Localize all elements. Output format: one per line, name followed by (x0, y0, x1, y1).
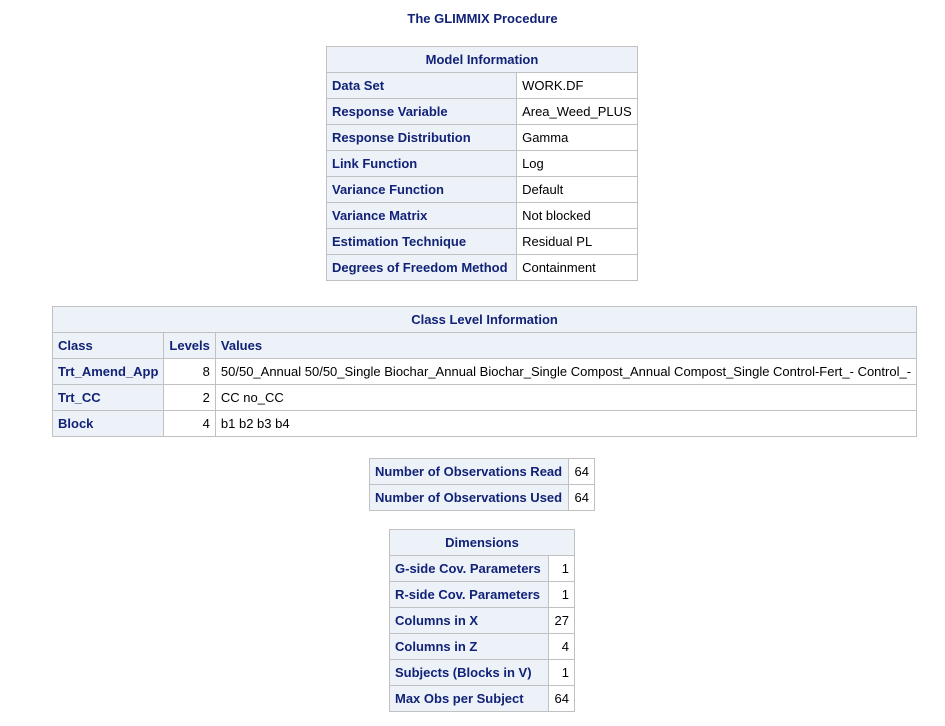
class-values: CC no_CC (214, 384, 918, 411)
table-row: Variance Matrix Not blocked (325, 202, 638, 229)
table-row: Response Variable Area_Weed_PLUS (325, 98, 638, 125)
row-label: Subjects (Blocks in V) (388, 659, 550, 686)
table-row: Estimation Technique Residual PL (325, 228, 638, 255)
table-row: R-side Cov. Parameters 1 (388, 581, 575, 608)
class-levels: 4 (163, 410, 216, 437)
procedure-title: The GLIMMIX Procedure (407, 11, 558, 26)
row-label: Response Distribution (325, 124, 518, 151)
class-levels: 8 (163, 358, 216, 385)
model-information-table: Model Information Data Set WORK.DF Respo… (325, 46, 638, 281)
row-value: Residual PL (516, 228, 638, 255)
class-values: 50/50_Annual 50/50_Single Biochar_Annual… (214, 358, 918, 385)
row-label: Max Obs per Subject (388, 685, 550, 712)
class-level-information-caption: Class Level Information (51, 306, 918, 333)
row-value: Area_Weed_PLUS (516, 98, 638, 125)
column-header-class: Class (51, 332, 165, 359)
table-row: Trt_CC 2 CC no_CC (51, 384, 918, 411)
row-label: G-side Cov. Parameters (388, 555, 550, 582)
row-label: Estimation Technique (325, 228, 518, 255)
row-value: 4 (548, 633, 575, 660)
row-label: R-side Cov. Parameters (388, 581, 550, 608)
row-value: Log (516, 150, 638, 177)
dimensions-table: Dimensions G-side Cov. Parameters 1 R-si… (388, 529, 575, 712)
row-value: Default (516, 176, 638, 203)
row-label: Variance Matrix (325, 202, 518, 229)
row-value: 1 (548, 581, 575, 608)
row-label: Degrees of Freedom Method (325, 254, 518, 281)
row-value: Gamma (516, 124, 638, 151)
row-label: Variance Function (325, 176, 518, 203)
table-row: Max Obs per Subject 64 (388, 685, 575, 712)
table-row: Trt_Amend_App 8 50/50_Annual 50/50_Singl… (51, 358, 918, 385)
table-row: Number of Observations Read 64 (368, 458, 595, 485)
table-row: Columns in Z 4 (388, 633, 575, 660)
table-row: Variance Function Default (325, 176, 638, 203)
class-levels: 2 (163, 384, 216, 411)
row-value: 1 (548, 659, 575, 686)
column-header-values: Values (214, 332, 918, 359)
table-row: Data Set WORK.DF (325, 72, 638, 99)
table-row: Columns in X 27 (388, 607, 575, 634)
dimensions-caption: Dimensions (389, 529, 575, 556)
table-row: Block 4 b1 b2 b3 b4 (51, 410, 918, 437)
row-label: Number of Observations Used (368, 484, 570, 511)
row-label: Columns in Z (388, 633, 550, 660)
table-row: Number of Observations Used 64 (368, 484, 595, 511)
header-row: Class Levels Values (51, 332, 918, 359)
row-label: Columns in X (388, 607, 550, 634)
row-label: Number of Observations Read (368, 458, 570, 485)
class-level-information-table: Class Level Information Class Levels Val… (51, 306, 918, 437)
row-value: 27 (548, 607, 575, 634)
class-values: b1 b2 b3 b4 (214, 410, 918, 437)
observations-table: Number of Observations Read 64 Number of… (368, 458, 595, 511)
table-row: Link Function Log (325, 150, 638, 177)
table-row: Subjects (Blocks in V) 1 (388, 659, 575, 686)
row-value: 64 (568, 484, 595, 511)
row-value: 1 (548, 555, 575, 582)
row-label: Link Function (325, 150, 518, 177)
row-value: WORK.DF (516, 72, 638, 99)
row-value: Containment (516, 254, 638, 281)
row-value: Not blocked (516, 202, 638, 229)
model-information-caption: Model Information (326, 46, 638, 73)
table-row: Response Distribution Gamma (325, 124, 638, 151)
table-row: G-side Cov. Parameters 1 (388, 555, 575, 582)
class-name: Trt_Amend_App (51, 358, 165, 385)
row-label: Data Set (325, 72, 518, 99)
row-label: Response Variable (325, 98, 518, 125)
class-name: Block (51, 410, 165, 437)
row-value: 64 (568, 458, 595, 485)
row-value: 64 (548, 685, 575, 712)
column-header-levels: Levels (163, 332, 216, 359)
table-row: Degrees of Freedom Method Containment (325, 254, 638, 281)
class-name: Trt_CC (51, 384, 165, 411)
